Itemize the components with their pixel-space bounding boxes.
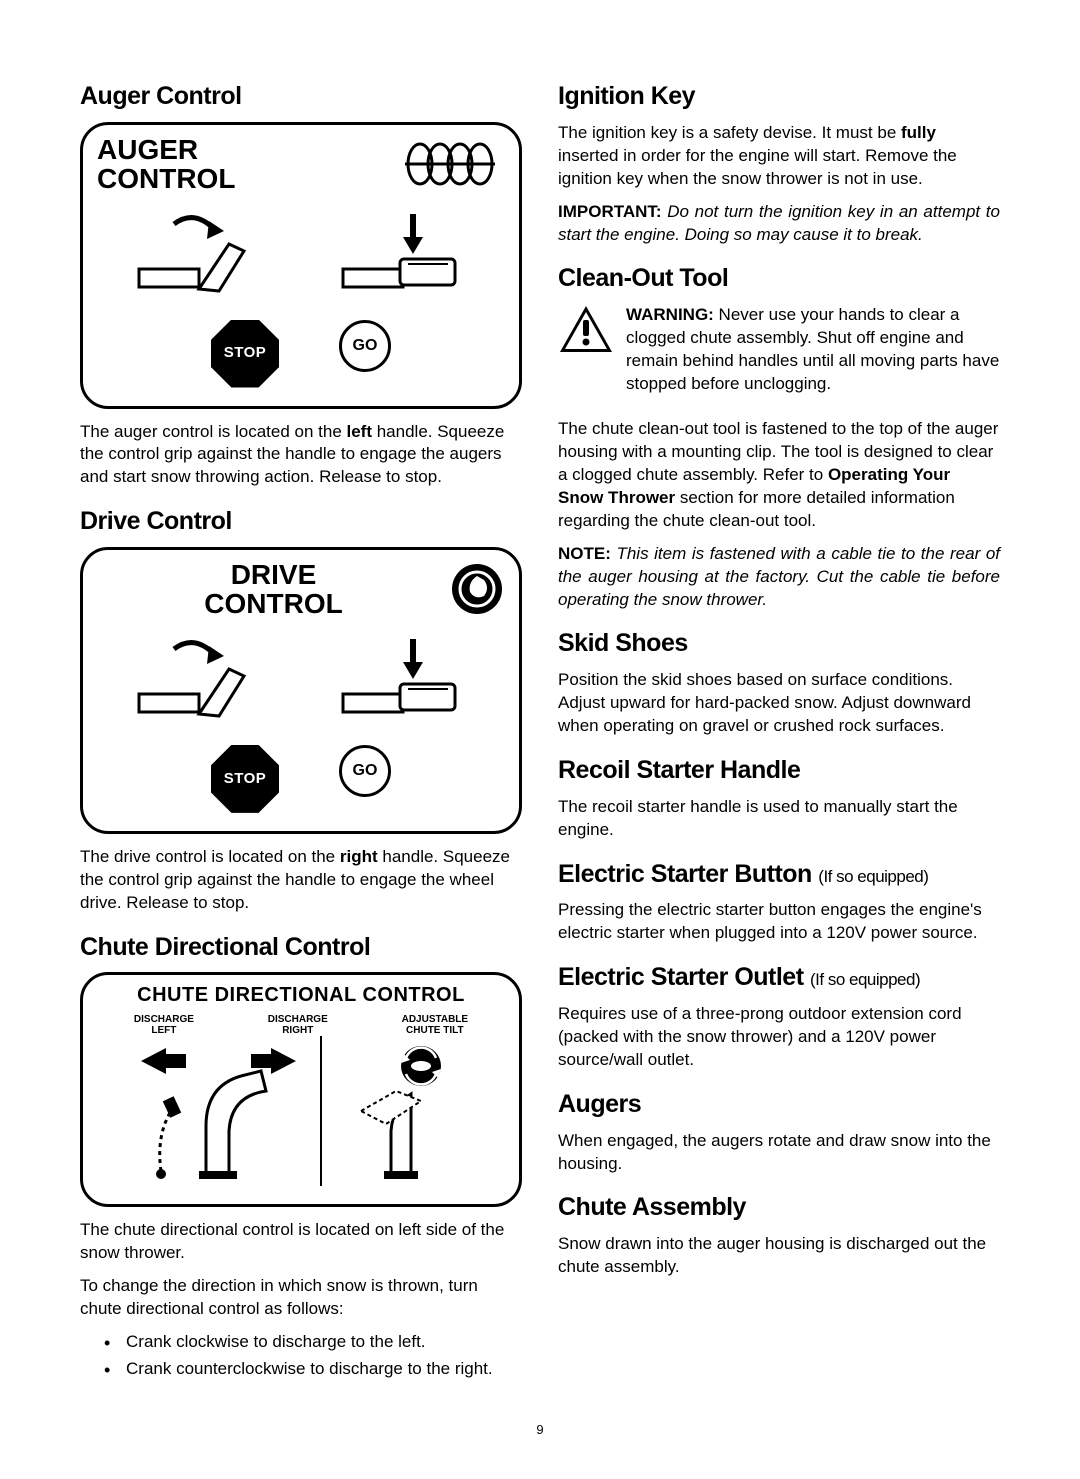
- warning-icon: [558, 304, 614, 354]
- drive-heading: Drive Control: [80, 505, 522, 539]
- page-number: 9: [80, 1421, 1000, 1439]
- auger-blade-icon: [405, 139, 505, 189]
- auger-text: The auger control is located on the left…: [80, 421, 522, 490]
- auger-heading: Auger Control: [80, 80, 522, 114]
- discharge-left-label: DISCHARGELEFT: [134, 1014, 194, 1036]
- eoutlet-heading: Electric Starter Outlet (If so equipped): [558, 961, 1000, 995]
- skid-heading: Skid Shoes: [558, 627, 1000, 661]
- chute-text-1: The chute directional control is located…: [80, 1219, 522, 1265]
- augers2-text: When engaged, the augers rotate and draw…: [558, 1130, 1000, 1176]
- chute2-heading: Chute Assembly: [558, 1191, 1000, 1225]
- drive-text: The drive control is located on the righ…: [80, 846, 522, 915]
- recoil-text: The recoil starter handle is used to man…: [558, 796, 1000, 842]
- cleanout-heading: Clean-Out Tool: [558, 262, 1000, 296]
- handle-up-icon: [134, 624, 264, 734]
- cleanout-text: The chute clean-out tool is fastened to …: [558, 418, 1000, 533]
- auger-diagram: AUGER CONTROL: [80, 122, 522, 409]
- go-label: GO: [339, 320, 391, 372]
- ignition-text: The ignition key is a safety devise. It …: [558, 122, 1000, 191]
- chute-text-2: To change the direction in which snow is…: [80, 1275, 522, 1321]
- augers2-heading: Augers: [558, 1088, 1000, 1122]
- drive-diagram-title: DRIVE CONTROL: [97, 560, 450, 619]
- chute2-text: Snow drawn into the auger housing is dis…: [558, 1233, 1000, 1279]
- go-label: GO: [339, 745, 391, 797]
- cleanout-note: NOTE: This item is fastened with a cable…: [558, 543, 1000, 612]
- chute-tilt-label: ADJUSTABLECHUTE TILT: [402, 1014, 468, 1036]
- chute-diagram: CHUTE DIRECTIONAL CONTROL DISCHARGELEFT …: [80, 972, 522, 1207]
- left-column: Auger Control AUGER CONTROL: [80, 80, 522, 1391]
- ignition-important: IMPORTANT: Do not turn the ignition key …: [558, 201, 1000, 247]
- chute-bullet-1: Crank clockwise to discharge to the left…: [104, 1331, 522, 1354]
- skid-text: Position the skid shoes based on surface…: [558, 669, 1000, 738]
- stop-label: STOP: [211, 745, 279, 813]
- chute-diagram-title: CHUTE DIRECTIONAL CONTROL: [97, 985, 505, 1006]
- chute-bullet-2: Crank counterclockwise to discharge to t…: [104, 1358, 522, 1381]
- chute-graphic-icon: [97, 1036, 505, 1186]
- eoutlet-text: Requires use of a three-prong outdoor ex…: [558, 1003, 1000, 1072]
- warning-text: WARNING: Never use your hands to clear a…: [626, 304, 1000, 396]
- page-content: Auger Control AUGER CONTROL: [80, 80, 1000, 1391]
- drive-diagram: DRIVE CONTROL: [80, 547, 522, 834]
- warning-block: WARNING: Never use your hands to clear a…: [558, 304, 1000, 406]
- recoil-heading: Recoil Starter Handle: [558, 754, 1000, 788]
- handle-down-icon: [338, 624, 468, 734]
- handle-down-icon: [338, 199, 468, 309]
- handle-up-icon: [134, 199, 264, 309]
- stop-label: STOP: [211, 320, 279, 388]
- chute-bullets: Crank clockwise to discharge to the left…: [104, 1331, 522, 1381]
- wheel-icon: [450, 562, 505, 617]
- auger-diagram-title: AUGER CONTROL: [97, 135, 235, 194]
- discharge-right-label: DISCHARGERIGHT: [268, 1014, 328, 1036]
- chute-heading: Chute Directional Control: [80, 931, 522, 965]
- ebutton-heading: Electric Starter Button (If so equipped): [558, 858, 1000, 892]
- ebutton-text: Pressing the electric starter button eng…: [558, 899, 1000, 945]
- right-column: Ignition Key The ignition key is a safet…: [558, 80, 1000, 1391]
- ignition-heading: Ignition Key: [558, 80, 1000, 114]
